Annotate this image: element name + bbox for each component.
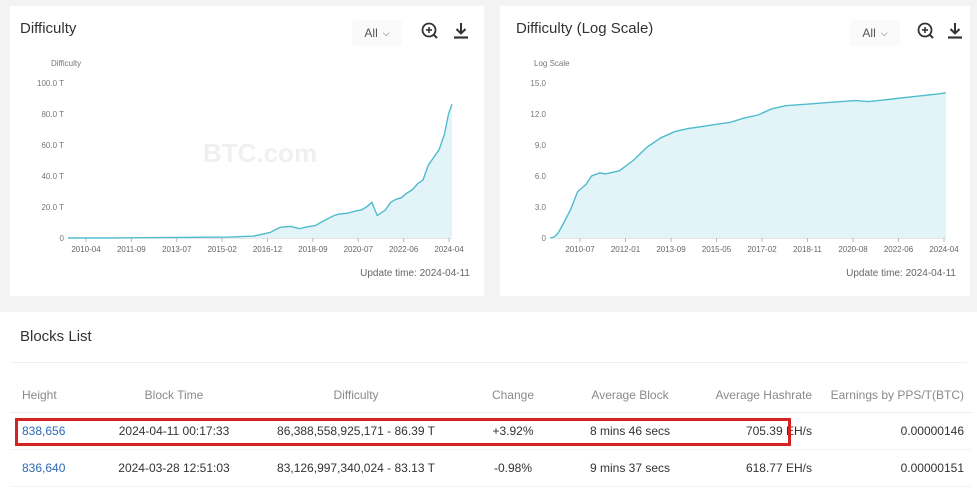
update-time: Update time: 2024-04-11 [360,268,470,279]
zoom-in-icon[interactable] [915,20,937,42]
x-tick-label: 2015-05 [702,245,732,254]
y-tick-label: 15.0 [530,79,546,88]
x-tick-label: 2020-08 [838,245,868,254]
difficulty-panel: Difficulty All ⌵ BTC.com Difficulty 0 20.0 … [10,6,484,296]
average-hashrate: 705.39 EH/s [696,412,818,450]
update-time: Update time: 2024-04-11 [846,268,956,279]
x-tick-label: 2015-02 [207,245,237,254]
x-tick-label: 2018-11 [793,245,822,254]
col-difficulty: Difficulty [250,378,462,413]
panel-title: Difficulty (Log Scale) [516,20,654,37]
x-tick-label: 2018-09 [298,245,328,254]
earnings-value: 0.00000146 [818,412,972,450]
y-tick-label: 20.0 T [41,203,64,212]
col-block-time: Block Time [98,378,250,413]
chevron-down-icon: ⌵ [880,27,888,38]
x-tick-label: 2016-12 [253,245,283,254]
difficulty-chart: BTC.com Difficulty 0 20.0 T 40.0 T 60.0 T 80.0… [37,59,464,254]
x-tick-label: 2024-04 [434,245,464,254]
difficulty-log-chart: BTC.comLog Scale03.06.09.012.015.02010-0… [530,59,959,254]
average-block: 9 mins 37 secs [564,449,696,487]
col-height: Height [10,378,98,413]
x-tick-label: 2010-07 [565,245,595,254]
y-tick-label: 6.0 [535,172,547,181]
x-tick-label: 2020-07 [344,245,374,254]
series-line [549,92,947,239]
x-tick-label: 2010-04 [71,245,101,254]
table-header-row: Height Block Time Difficulty Change Aver… [10,378,972,413]
x-tick-label: 2011-09 [117,245,146,254]
divider [10,362,967,363]
average-block: 8 mins 46 secs [564,412,696,450]
range-select-value: All [862,26,876,40]
col-change: Change [462,378,564,413]
watermark: BTC.com [203,138,317,168]
x-tick-label: 2012-01 [611,245,641,254]
x-tick-label: 2013-09 [656,245,686,254]
y-tick-label: 0 [542,234,547,243]
block-height-link[interactable]: 836,640 [22,461,66,475]
x-tick-label: 2022-06 [884,245,914,254]
col-earnings: Earnings by PPS/T(BTC) [818,378,972,413]
block-time: 2024-04-11 00:17:33 [98,412,250,450]
y-axis-label: Difficulty [51,59,81,68]
col-average-hashrate: Average Hashrate [696,378,818,413]
series-area [68,104,452,238]
y-tick-label: 80.0 T [41,110,64,119]
col-average-block: Average Block [564,378,696,413]
panel-title: Difficulty [20,20,77,37]
earnings-value: 0.00000151 [818,449,972,487]
y-axis-label: Log Scale [534,59,570,68]
difficulty-log-panel: Difficulty (Log Scale) All ⌵ BTC.comLog … [500,6,970,296]
y-tick-label: 9.0 [535,141,547,150]
y-tick-label: 0 [60,234,65,243]
x-tick-label: 2017-02 [747,245,777,254]
download-icon[interactable] [944,20,966,42]
change-value: +3.92% [462,412,564,450]
zoom-in-icon[interactable] [419,20,441,42]
x-tick-label: 2022-06 [389,245,419,254]
table-row: 838,656 2024-04-11 00:17:33 86,388,558,9… [10,412,972,450]
range-select[interactable]: All ⌵ [850,20,900,46]
blocks-list-title: Blocks List [20,328,92,345]
download-icon[interactable] [450,20,472,42]
x-tick-label: 2013-07 [162,245,192,254]
blocks-table: Height Block Time Difficulty Change Aver… [10,378,972,487]
series-area [550,92,946,238]
y-tick-label: 3.0 [535,203,547,212]
block-time: 2024-03-28 12:51:03 [98,449,250,487]
block-height-link[interactable]: 838,656 [22,424,66,438]
blocks-list-panel: Blocks List Height Block Time Difficulty… [0,312,977,488]
y-tick-label: 40.0 T [41,172,64,181]
y-tick-label: 12.0 [530,110,546,119]
range-select-value: All [364,26,378,40]
series-line [67,103,453,239]
difficulty-value: 83,126,997,340,024 - 83.13 T [250,449,462,487]
range-select[interactable]: All ⌵ [352,20,402,46]
difficulty-value: 86,388,558,925,171 - 86.39 T [250,412,462,450]
table-row: 836,640 2024-03-28 12:51:03 83,126,997,3… [10,449,972,487]
average-hashrate: 618.77 EH/s [696,449,818,487]
y-tick-label: 100.0 T [37,79,64,88]
y-tick-label: 60.0 T [41,141,64,150]
chevron-down-icon: ⌵ [382,27,390,38]
x-tick-label: 2024-04 [929,245,959,254]
change-value: -0.98% [462,449,564,487]
